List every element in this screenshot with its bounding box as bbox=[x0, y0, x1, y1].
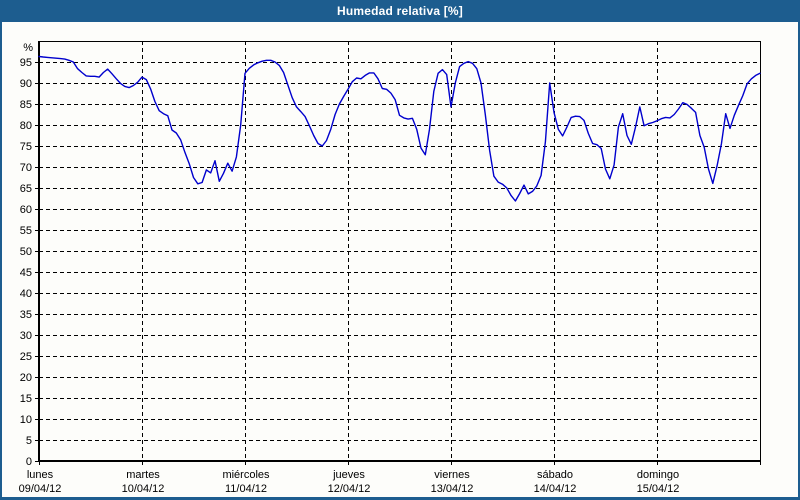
y-tick-label: 70 bbox=[20, 162, 32, 174]
y-tick-label: 45 bbox=[20, 267, 32, 279]
window-title: Humedad relativa [%] bbox=[336, 4, 464, 18]
frame-border-left bbox=[0, 22, 2, 500]
y-tick-label: 40 bbox=[20, 288, 32, 300]
x-day-label: miércoles bbox=[222, 469, 270, 481]
x-date-label: 09/04/12 bbox=[19, 483, 62, 495]
y-tick-label: 50 bbox=[20, 246, 32, 258]
y-tick-label: 75 bbox=[20, 141, 32, 153]
y-tick-label: 95 bbox=[20, 57, 32, 69]
y-tick-label: 55 bbox=[20, 225, 32, 237]
y-tick-label: 10 bbox=[20, 414, 32, 426]
y-axis-unit-label: % bbox=[23, 42, 33, 54]
y-tick-label: 65 bbox=[20, 183, 32, 195]
y-tick-label: 35 bbox=[20, 309, 32, 321]
y-tick-label: 15 bbox=[20, 393, 32, 405]
x-day-label: domingo bbox=[637, 469, 679, 481]
x-day-label: viernes bbox=[434, 469, 470, 481]
frame-border-right bbox=[798, 22, 800, 500]
y-tick-label: 30 bbox=[20, 330, 32, 342]
y-tick-label: 90 bbox=[20, 78, 32, 90]
x-day-label: sábado bbox=[537, 469, 573, 481]
x-date-label: 11/04/12 bbox=[225, 483, 267, 495]
x-day-label: jueves bbox=[332, 469, 365, 481]
y-tick-label: 60 bbox=[20, 204, 32, 216]
x-date-label: 12/04/12 bbox=[328, 483, 371, 495]
x-date-label: 15/04/12 bbox=[637, 483, 680, 495]
y-tick-label: 80 bbox=[20, 120, 32, 132]
x-day-label: martes bbox=[126, 469, 160, 481]
frame-border-bottom bbox=[0, 497, 800, 500]
y-tick-label: 20 bbox=[20, 372, 32, 384]
y-tick-label: 0 bbox=[26, 456, 32, 468]
y-tick-label: 85 bbox=[20, 99, 32, 111]
y-tick-label: 25 bbox=[20, 351, 32, 363]
x-date-label: 13/04/12 bbox=[431, 483, 474, 495]
humidity-line-series bbox=[38, 55, 761, 202]
y-tick-label: 5 bbox=[26, 435, 32, 447]
x-date-label: 14/04/12 bbox=[534, 483, 577, 495]
x-date-label: 10/04/12 bbox=[122, 483, 165, 495]
x-day-label: lunes bbox=[27, 469, 54, 481]
window-titlebar: Humedad relativa [%] bbox=[0, 0, 800, 22]
